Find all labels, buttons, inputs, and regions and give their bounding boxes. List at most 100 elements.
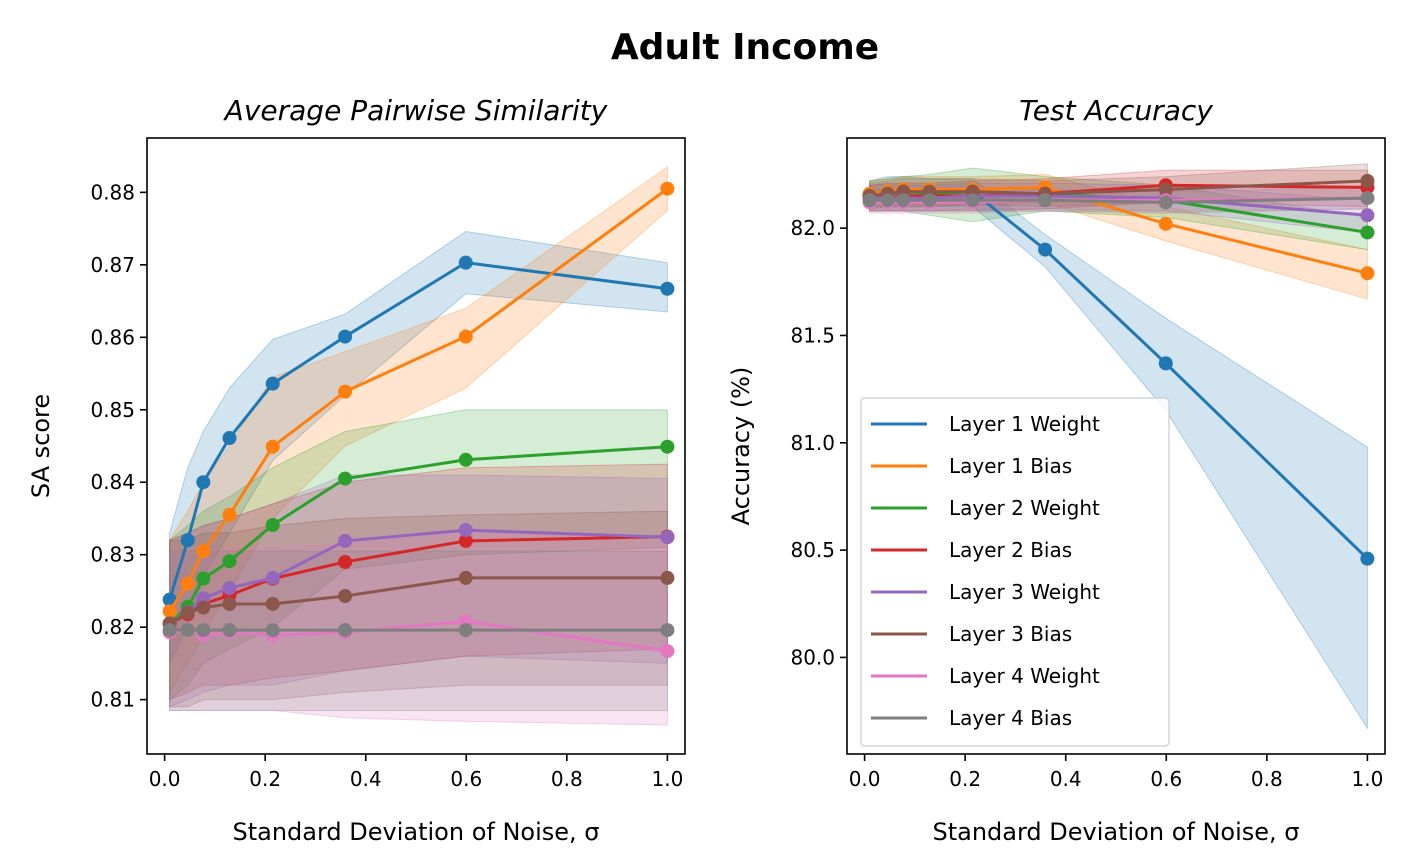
x-tick-label: 0.4 — [1050, 767, 1082, 791]
point-layer-1-weight — [196, 475, 211, 490]
y-axis-label: SA score — [27, 394, 55, 498]
point-layer-3-bias — [458, 570, 473, 585]
legend-label-layer-1-weight: Layer 1 Weight — [949, 412, 1100, 436]
point-layer-3-weight — [660, 530, 675, 545]
point-layer-4-bias — [180, 623, 195, 638]
band-layer-2-weight — [169, 409, 668, 701]
x-tick-label: 0.8 — [551, 767, 583, 791]
point-layer-4-bias — [458, 623, 473, 638]
figure-title: Adult Income — [611, 27, 879, 68]
legend-box — [860, 397, 1170, 747]
x-tick-label: 0.6 — [1150, 767, 1182, 791]
x-axis-label: Standard Deviation of Noise, σ — [232, 818, 599, 846]
series-lines — [862, 173, 1375, 566]
point-layer-3-bias — [265, 596, 280, 611]
point-layer-2-weight — [660, 439, 675, 454]
point-layer-3-weight — [1360, 208, 1375, 223]
point-layer-3-weight — [338, 533, 353, 548]
y-tick-label: 81.0 — [790, 431, 835, 455]
point-layer-1-bias — [458, 329, 473, 344]
point-layer-1-weight — [180, 533, 195, 548]
legend-label-layer-3-weight: Layer 3 Weight — [949, 580, 1100, 604]
x-tick-label: 0.4 — [350, 767, 382, 791]
point-layer-3-weight — [265, 570, 280, 585]
x-tick-label: 1.0 — [651, 767, 683, 791]
point-layer-4-bias — [162, 623, 177, 638]
point-layer-3-weight — [222, 581, 237, 596]
point-layer-2-weight — [222, 554, 237, 569]
point-layer-2-bias — [338, 554, 353, 569]
y-tick-label: 80.5 — [790, 538, 835, 562]
x-tick-label: 1.0 — [1351, 767, 1383, 791]
point-layer-4-bias — [880, 193, 895, 208]
point-layer-3-bias — [1360, 173, 1375, 188]
point-layer-2-weight — [1360, 225, 1375, 240]
panel-title: Test Accuracy — [1019, 94, 1213, 127]
x-tick-label: 0.2 — [949, 767, 981, 791]
line-layer-1-weight — [168, 261, 668, 601]
point-layer-1-bias — [1158, 216, 1173, 231]
point-layer-1-bias — [660, 181, 675, 196]
point-layer-1-weight — [660, 281, 675, 296]
legend-label-layer-3-bias: Layer 3 Bias — [949, 622, 1072, 646]
point-layer-1-bias — [338, 384, 353, 399]
point-layer-4-bias — [1360, 191, 1375, 206]
y-axis-label: Accuracy (%) — [727, 367, 755, 526]
y-tick-label: 0.81 — [90, 688, 135, 712]
y-tick-label: 0.82 — [90, 615, 135, 639]
point-layer-4-bias — [660, 623, 675, 638]
y-tick-label: 82.0 — [790, 216, 835, 240]
point-layer-1-weight — [222, 431, 237, 446]
point-layer-2-bias — [458, 533, 473, 548]
y-tick-label: 0.88 — [90, 180, 135, 204]
point-layer-4-bias — [965, 193, 980, 208]
legend: Layer 1 Weight Layer 1 Bias Layer 2 Weight… — [860, 397, 1170, 747]
point-layer-1-bias — [1360, 266, 1375, 281]
point-layer-3-bias — [222, 596, 237, 611]
axes-frame — [846, 137, 1386, 755]
point-layer-4-bias — [896, 193, 911, 208]
chart-panel-1: 0.0 0.2 0.4 0.6 0.8 1.0 0.81 0.82 0.83 0.84 0.85 0.… — [27, 94, 686, 846]
x-tick-label: 0.6 — [450, 767, 482, 791]
point-layer-4-weight — [660, 644, 675, 659]
point-layer-4-bias — [862, 193, 877, 208]
y-tick-label: 0.85 — [90, 398, 135, 422]
point-layer-1-bias — [180, 576, 195, 591]
x-tick-label: 0.8 — [1251, 767, 1283, 791]
point-layer-1-weight — [1038, 242, 1053, 257]
point-layer-2-weight — [458, 452, 473, 467]
chart-panel-2: 0.0 0.2 0.4 0.6 0.8 1.0 80.0 80.5 81.0 81.5 82.0 St… — [727, 94, 1386, 846]
point-layer-1-bias — [162, 604, 177, 619]
point-layer-3-bias — [196, 600, 211, 615]
point-layer-1-weight — [1158, 356, 1173, 371]
band-layer-3-bias — [169, 510, 668, 708]
point-layer-1-weight — [338, 329, 353, 344]
point-layer-4-bias — [922, 193, 937, 208]
legend-label-layer-4-weight: Layer 4 Weight — [949, 664, 1100, 688]
point-layer-1-bias — [222, 507, 237, 522]
point-layer-4-bias — [338, 623, 353, 638]
point-layer-1-bias — [196, 544, 211, 559]
legend-label-layer-4-bias: Layer 4 Bias — [949, 706, 1072, 730]
point-layer-2-weight — [265, 517, 280, 532]
point-layer-1-weight — [265, 376, 280, 391]
y-tick-label: 0.87 — [90, 253, 135, 277]
point-layer-2-weight — [338, 471, 353, 486]
point-layer-3-bias — [338, 589, 353, 604]
y-tick-label: 0.84 — [90, 470, 135, 494]
y-tick-label: 0.86 — [90, 325, 135, 349]
legend-label-layer-2-bias: Layer 2 Bias — [949, 538, 1072, 562]
point-layer-4-bias — [1038, 193, 1053, 208]
axes-frame — [146, 137, 686, 755]
band-layer-1-weight — [169, 230, 668, 664]
legend-label-layer-2-weight: Layer 2 Weight — [949, 496, 1100, 520]
point-layer-4-bias — [1158, 195, 1173, 210]
point-layer-1-weight — [458, 255, 473, 270]
point-layer-4-bias — [196, 623, 211, 638]
point-layer-4-bias — [265, 623, 280, 638]
y-tick-label: 80.0 — [790, 645, 835, 669]
legend-label-layer-1-bias: Layer 1 Bias — [949, 454, 1072, 478]
y-tick-label: 0.83 — [90, 543, 135, 567]
